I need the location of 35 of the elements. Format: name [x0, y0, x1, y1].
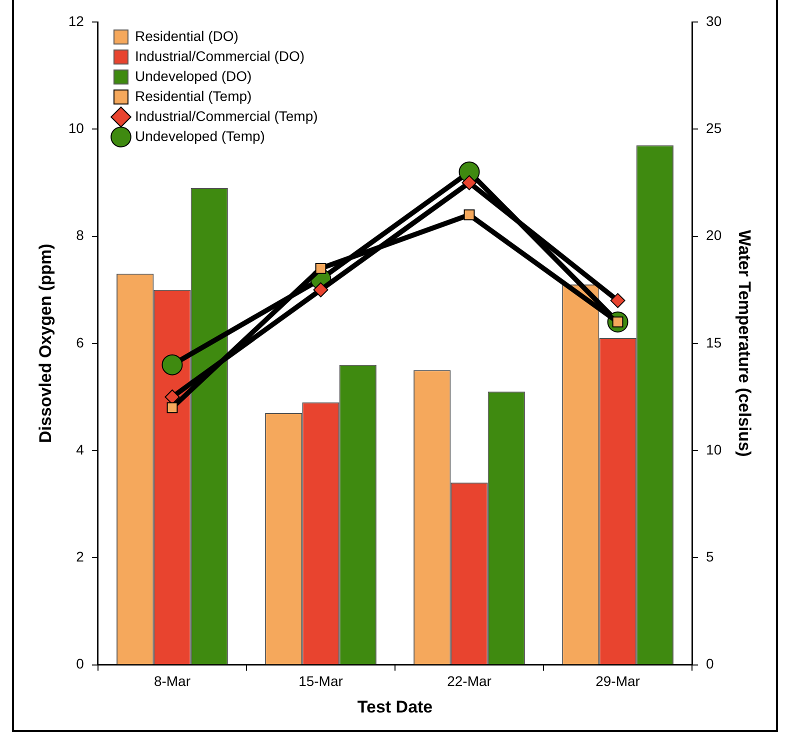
point — [464, 209, 475, 220]
y2-tick-label: 0 — [706, 656, 714, 672]
y2-tick-label: 15 — [706, 334, 722, 350]
point — [166, 402, 178, 414]
legend-label: Undeveloped (DO) — [134, 68, 252, 84]
x-tick-label: 15-Mar — [298, 673, 344, 690]
legend-label: Industrial/Commercial (DO) — [134, 48, 305, 64]
point — [162, 354, 183, 376]
point — [462, 175, 477, 190]
y2-tick-label: 30 — [706, 12, 722, 29]
x-tick-label: 22-Mar — [447, 673, 492, 690]
y-tick-label: 10 — [68, 120, 84, 136]
point — [610, 293, 626, 308]
x-axis-title: Test Date — [357, 697, 433, 716]
legend-label: Undeveloped (Temp) — [134, 128, 265, 144]
y-axis-title: Dissovled Oxygen (ppm) — [36, 244, 55, 444]
y2-tick-label: 20 — [706, 227, 722, 244]
y2-tick-label: 25 — [706, 120, 722, 136]
y2-tick-label: 5 — [706, 548, 714, 565]
legend-label: Residential (DO) — [134, 28, 238, 44]
y-tick-label: 2 — [76, 548, 84, 565]
y-tick-label: 12 — [68, 12, 84, 29]
x-tick-label: 8-Mar — [154, 673, 191, 690]
point — [313, 282, 328, 298]
legend-label: Industrial/Commercial (Temp) — [134, 108, 318, 124]
y2-tick-label: 10 — [706, 441, 722, 458]
y-tick-label: 6 — [76, 334, 84, 350]
y-tick-label: 8 — [76, 227, 84, 244]
y-tick-label: 4 — [76, 441, 84, 458]
point — [315, 262, 326, 274]
point — [164, 389, 180, 404]
y-tick-label: 0 — [76, 656, 84, 672]
x-tick-label: 29-Mar — [596, 673, 640, 690]
y2-axis-title: Water Temperature (celsius) — [735, 230, 754, 457]
legend-label: Residential (Temp) — [134, 88, 252, 104]
